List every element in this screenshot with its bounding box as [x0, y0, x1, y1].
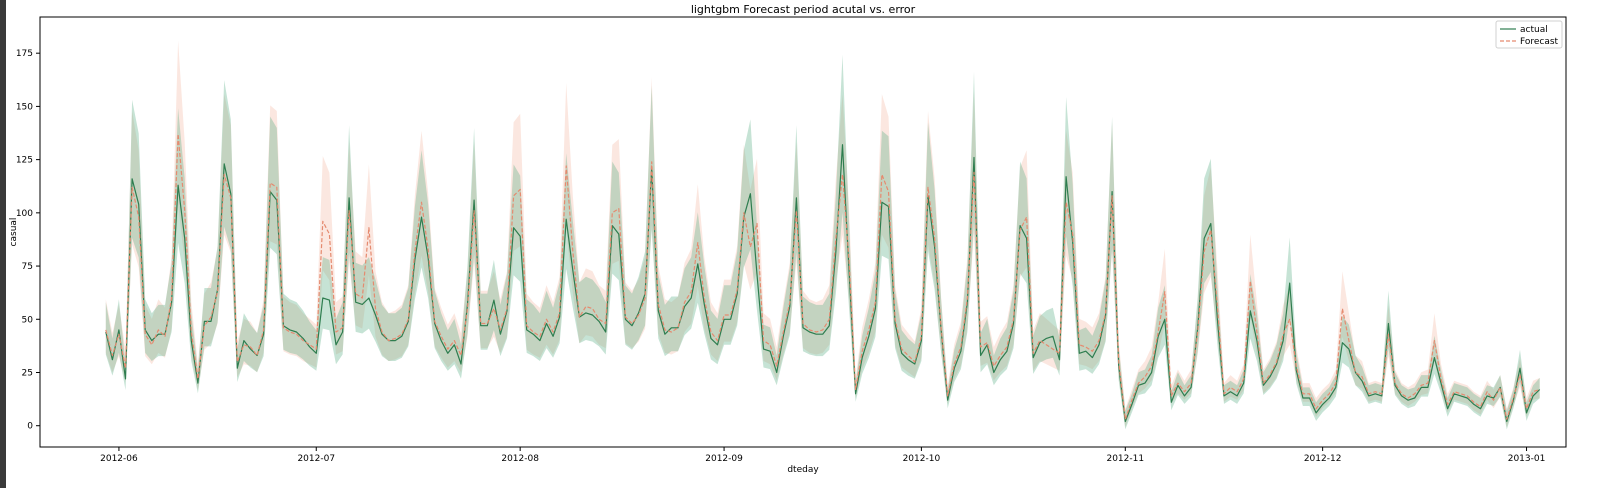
legend: actual Forecast [1495, 20, 1563, 49]
y-tick-label: 150 [16, 102, 33, 112]
x-tick-label: 2013-01 [1508, 454, 1546, 464]
y-tick-label: 125 [16, 156, 33, 166]
confidence-bands [105, 40, 1540, 430]
x-tick-label: 2012-06 [100, 454, 138, 464]
x-tick-label: 2012-10 [903, 454, 941, 464]
plot-frame [39, 16, 1567, 448]
line-forecast [105, 133, 1540, 420]
x-tick-label: 2012-09 [705, 454, 743, 464]
x-axis-ticks: 2012-06 2012-07 2012-08 2012-09 2012-10 2012-… [100, 447, 1545, 464]
x-tick-label: 2012-08 [501, 454, 539, 464]
y-tick-label: 100 [16, 209, 33, 219]
x-tick-label: 2012-07 [297, 454, 335, 464]
y-tick-label: 175 [16, 49, 33, 59]
legend-label-actual: actual [1520, 25, 1548, 35]
x-tick-label: 2012-11 [1106, 454, 1144, 464]
y-axis-ticks: 0 25 50 75 100 125 150 175 [16, 49, 40, 432]
y-tick-label: 50 [22, 315, 34, 325]
x-axis-label: dteday [787, 465, 819, 475]
y-tick-label: 0 [27, 422, 33, 432]
series-lines [105, 133, 1541, 423]
y-axis-label: casual [9, 218, 19, 247]
x-tick-label: 2012-12 [1304, 454, 1342, 464]
band-forecast [105, 40, 1540, 428]
y-tick-label: 25 [22, 368, 33, 378]
legend-label-forecast: Forecast [1520, 37, 1559, 47]
chart-title: lightgbm Forecast period acutal vs. erro… [691, 3, 916, 16]
chart-svg: lightgbm Forecast period acutal vs. erro… [9, 3, 1567, 475]
chart-canvas: lightgbm Forecast period acutal vs. erro… [6, 0, 1600, 488]
y-tick-label: 75 [22, 262, 33, 272]
